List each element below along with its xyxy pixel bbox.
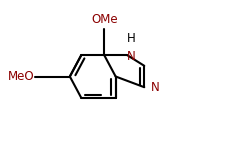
Text: OMe: OMe — [91, 13, 117, 26]
Text: N: N — [151, 81, 160, 94]
Text: N: N — [127, 50, 135, 63]
Text: H: H — [127, 32, 135, 45]
Text: MeO: MeO — [8, 70, 34, 83]
